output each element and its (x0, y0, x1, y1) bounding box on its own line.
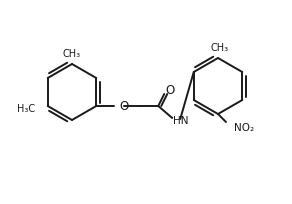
Text: HN: HN (173, 116, 189, 126)
Text: O: O (119, 100, 128, 112)
Text: O: O (166, 84, 175, 98)
Text: NO₂: NO₂ (234, 123, 254, 133)
Text: CH₃: CH₃ (63, 49, 81, 59)
Text: CH₃: CH₃ (211, 43, 229, 53)
Text: H₃C: H₃C (17, 104, 35, 114)
